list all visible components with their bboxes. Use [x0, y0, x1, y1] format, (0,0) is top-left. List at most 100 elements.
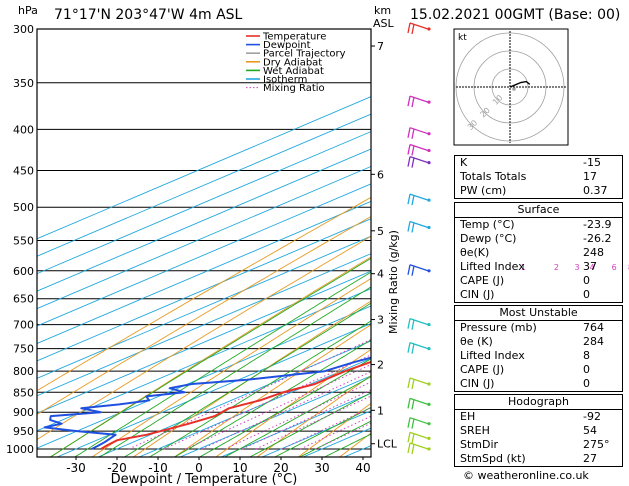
- wind-barb-flag: [407, 398, 411, 409]
- height-tick-label: 3: [377, 314, 384, 327]
- mixing-ratio-label: 2: [554, 263, 559, 272]
- pressure-tick-label: 1000: [6, 443, 34, 456]
- temperature-tick-label: 0: [195, 461, 203, 475]
- wind-barb-flag: [411, 128, 415, 139]
- km-unit-label: km: [374, 4, 392, 17]
- wind-barb-flag: [411, 145, 415, 156]
- wind-barb-flag: [411, 157, 415, 168]
- mu-thetae-value: 284: [583, 335, 604, 348]
- chart-profiles: [43, 356, 371, 450]
- mu-pressure-value: 764: [583, 321, 604, 334]
- surface-cin-label: CIN (J): [460, 288, 495, 301]
- surface-row: CAPE (J) 0: [455, 274, 622, 288]
- wind-barb-dot: [427, 148, 431, 153]
- wind-barb-dot: [427, 382, 431, 386]
- mu-row: CIN (J) 0: [455, 377, 622, 391]
- datetime-title: 15.02.2021 00GMT (Base: 00): [410, 7, 621, 23]
- wind-barb-flag: [407, 96, 411, 107]
- dry-adiabat-line: [215, 348, 371, 457]
- mixing-ratio-label: 8: [628, 263, 629, 272]
- isotherm-line: [37, 270, 371, 414]
- eh-label: EH: [460, 410, 476, 423]
- pressure-tick-label: 600: [13, 265, 34, 278]
- wind-barb-staff: [409, 317, 429, 326]
- surface-li-value: 37: [583, 260, 597, 273]
- wind-barb-flag: [407, 417, 411, 428]
- copyright-footer[interactable]: © weatheronline.co.uk: [463, 469, 589, 482]
- wet-adiabat-line: [248, 392, 371, 457]
- height-tick-label: 4: [377, 268, 384, 281]
- wind-barb-flag: [411, 319, 415, 330]
- wet-adiabat-line: [198, 358, 371, 457]
- mixing-ratio-label: 1: [521, 263, 526, 272]
- isotherm-line: [37, 183, 371, 327]
- legend-label: Parcel Trajectory: [263, 49, 346, 60]
- pressure-tick-label: 750: [13, 343, 34, 356]
- surface-row: Temp (°C) -23.9: [455, 218, 622, 232]
- k-index-row: K -15: [455, 156, 622, 170]
- wet-adiabat-line: [98, 286, 371, 457]
- dry-adiabat-line: [91, 278, 371, 457]
- pressure-tick-label: 800: [13, 365, 34, 378]
- wind-barb-staff: [409, 442, 429, 450]
- wind-barb-flag: [407, 442, 411, 454]
- wind-barb-staff: [409, 431, 429, 439]
- totals-totals-label: Totals Totals: [460, 170, 527, 183]
- wet-adiabat-line: [123, 302, 371, 457]
- wind-barb-staff: [409, 397, 429, 406]
- eh-value: -92: [583, 410, 601, 423]
- wind-barb-dot: [427, 161, 431, 165]
- wind-barb-flag: [411, 97, 415, 108]
- wind-barb-staff: [409, 127, 429, 135]
- k-index-value: -15: [583, 156, 601, 169]
- wind-barb-dot: [427, 100, 431, 104]
- isotherm-line: [56, 322, 371, 457]
- dry-adiabat-line: [37, 196, 371, 392]
- height-tick-label: 5: [377, 225, 384, 238]
- wind-barbs: [407, 22, 431, 455]
- hodograph-table-title: Hodograph: [455, 395, 622, 410]
- plot-frame: [36, 28, 372, 458]
- wind-barb-dot: [427, 347, 431, 351]
- mixing-ratio-label: 4: [590, 263, 595, 272]
- wet-adiabat-line: [74, 271, 371, 457]
- temperature-tick-label: -20: [107, 461, 127, 475]
- wind-barb-flag: [407, 144, 411, 155]
- pw-row: PW (cm) 0.37: [455, 184, 622, 198]
- legend-label: Dewpoint: [263, 40, 311, 51]
- wet-adiabat-line: [223, 376, 371, 457]
- wind-barb-flag: [411, 222, 415, 233]
- indices-table: K -15 Totals Totals 17 PW (cm) 0.37: [454, 155, 623, 199]
- wind-barb-flag: [411, 443, 415, 455]
- wind-barb-staff: [409, 193, 429, 201]
- pressure-tick-label: 550: [13, 234, 34, 247]
- mixing-ratio-label: 6: [612, 263, 617, 272]
- chart-axes: 1234681015202530035040045050055060065070…: [6, 23, 629, 486]
- wind-barb-staff: [409, 264, 429, 272]
- wind-barb-dot: [427, 322, 431, 327]
- mu-cape-label: CAPE (J): [460, 363, 505, 376]
- pressure-tick-label: 450: [13, 164, 34, 177]
- hodo-row: StmSpd (kt) 27: [455, 452, 622, 466]
- chart-grid: [37, 29, 371, 457]
- mu-thetae-label: θe (K): [460, 335, 493, 348]
- surface-li-label: Lifted Index: [460, 260, 525, 273]
- wind-barb-flag: [411, 433, 415, 444]
- mixing-ratio-label: 3: [574, 263, 579, 272]
- wind-barb-flag: [407, 156, 411, 167]
- wind-barb-staff: [409, 342, 429, 350]
- isotherm-line: [37, 305, 371, 449]
- wind-barb-flag: [407, 127, 411, 138]
- wind-barb-dot: [427, 402, 431, 407]
- wind-barb-staff: [409, 417, 429, 425]
- height-tick-label: 2: [377, 359, 384, 372]
- asl-unit-label: ASL: [373, 17, 394, 30]
- isotherm-line: [37, 113, 371, 257]
- isotherm-line: [37, 200, 371, 344]
- surface-dewp-label: Dewp (°C): [460, 232, 517, 245]
- surface-row: CIN (J) 0: [455, 288, 622, 302]
- wind-barb-staff: [409, 377, 429, 385]
- wind-barb-flag: [407, 432, 411, 443]
